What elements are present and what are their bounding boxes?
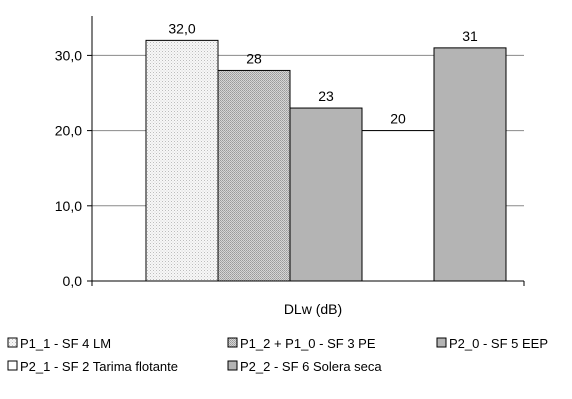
bar xyxy=(217,69,291,282)
legend-label: P2_0 - SF 5 EEP xyxy=(449,336,548,351)
legend-label: P2_1 - SF 2 Tarima flotante xyxy=(20,359,178,374)
legend-swatch xyxy=(436,337,447,348)
data-label: 31 xyxy=(462,28,478,44)
data-labels: 32,0 28 23 20 31 xyxy=(168,20,478,126)
y-tick-label: 30,0 xyxy=(55,47,82,63)
y-tick-label: 0,0 xyxy=(63,273,83,289)
y-tick-label: 10,0 xyxy=(55,198,82,214)
legend-label: P2_2 - SF 6 Solera seca xyxy=(240,359,382,374)
y-tick-label: 20,0 xyxy=(55,123,82,139)
legend-swatch xyxy=(227,337,238,348)
bars xyxy=(145,39,507,282)
data-label: 20 xyxy=(390,111,406,127)
x-axis-title: DLw (dB) xyxy=(284,301,342,317)
legend-swatch xyxy=(7,360,18,371)
legend: P1_1 - SF 4 LM P1_2 + P1_0 - SF 3 PE P2_0 … xyxy=(7,336,548,374)
legend-swatch xyxy=(227,360,238,371)
legend-label: P1_1 - SF 4 LM xyxy=(20,336,111,351)
data-label: 28 xyxy=(246,50,262,66)
bar xyxy=(433,47,507,282)
data-label: 23 xyxy=(318,88,334,104)
bar xyxy=(361,130,435,282)
data-label: 32,0 xyxy=(168,20,195,36)
legend-swatch xyxy=(7,337,18,348)
legend-label: P1_2 + P1_0 - SF 3 PE xyxy=(240,336,376,351)
bar xyxy=(289,107,363,282)
bar xyxy=(145,39,219,282)
